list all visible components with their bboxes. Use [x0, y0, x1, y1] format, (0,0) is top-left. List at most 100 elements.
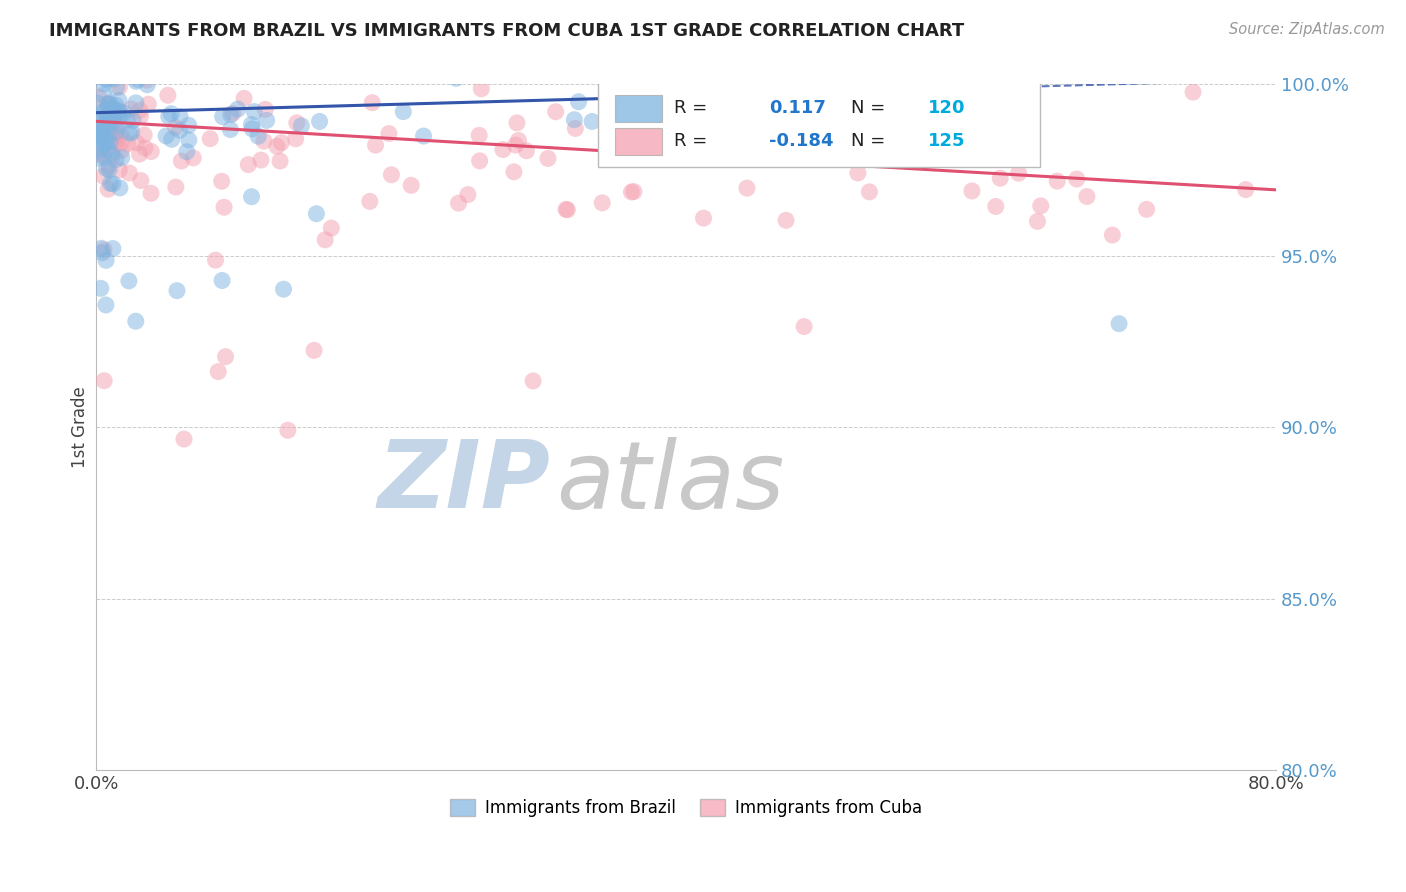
Point [94, 72, 117, 87]
Point [97, 67, 120, 81]
Point [94, 298, 117, 312]
Point [240, 118, 263, 132]
Point [170, 154, 193, 169]
Point [284, 132, 307, 146]
Point [775, 213, 797, 227]
Point [243, 104, 266, 119]
Point [755, 67, 778, 81]
Point [91, 139, 114, 153]
Point [100, 117, 122, 131]
Point [457, 187, 479, 202]
Point [281, 67, 304, 81]
Point [105, 120, 128, 134]
Point [86, 147, 108, 161]
Point [122, 113, 145, 128]
Point [165, 180, 187, 194]
Point [214, 350, 236, 364]
Point [127, 72, 149, 87]
Point [219, 122, 242, 136]
Point [90, 121, 112, 136]
Point [378, 127, 401, 141]
Point [1007, 166, 1029, 180]
Point [314, 233, 336, 247]
Point [87, 90, 110, 104]
Point [731, 112, 754, 127]
Point [468, 128, 491, 143]
Point [177, 133, 200, 147]
Point [285, 116, 308, 130]
Point [94, 67, 117, 81]
Point [96, 109, 118, 123]
Point [103, 69, 125, 83]
Point [134, 141, 156, 155]
Point [94, 119, 117, 133]
Point [166, 284, 188, 298]
Point [108, 103, 131, 118]
Point [125, 314, 148, 328]
Point [107, 105, 129, 120]
Point [111, 151, 134, 165]
Point [143, 67, 166, 81]
Y-axis label: 1st Grade: 1st Grade [72, 386, 89, 468]
Point [277, 423, 299, 437]
Point [93, 169, 115, 184]
Text: 125: 125 [928, 132, 966, 150]
Point [724, 108, 747, 122]
Point [219, 108, 242, 122]
Point [269, 154, 291, 169]
Point [911, 151, 934, 165]
Point [93, 150, 115, 164]
Point [169, 110, 191, 124]
Point [139, 186, 162, 201]
Point [98, 162, 121, 177]
Point [591, 195, 613, 210]
Point [128, 147, 150, 161]
Point [250, 153, 273, 167]
Text: R =: R = [675, 132, 707, 150]
Text: IMMIGRANTS FROM BRAZIL VS IMMIGRANTS FROM CUBA 1ST GRADE CORRELATION CHART: IMMIGRANTS FROM BRAZIL VS IMMIGRANTS FRO… [49, 22, 965, 40]
Point [96, 96, 118, 111]
Point [93, 243, 115, 257]
Point [118, 166, 141, 180]
Point [110, 136, 132, 151]
Point [157, 110, 180, 124]
Point [87, 128, 110, 143]
Point [644, 142, 666, 156]
Point [103, 109, 125, 123]
Text: 0.117: 0.117 [769, 99, 825, 118]
Point [105, 80, 128, 95]
Point [111, 143, 134, 157]
Point [858, 185, 880, 199]
Point [988, 171, 1011, 186]
Point [129, 173, 152, 187]
Point [254, 103, 277, 117]
Bar [616, 95, 662, 122]
Point [392, 104, 415, 119]
Point [90, 281, 112, 295]
Point [399, 178, 422, 193]
Point [173, 432, 195, 446]
Point [97, 97, 120, 112]
Point [118, 274, 141, 288]
Point [89, 128, 111, 142]
Point [91, 119, 114, 133]
Point [364, 138, 387, 153]
Point [93, 88, 115, 103]
Point [125, 136, 148, 150]
Point [91, 245, 114, 260]
Point [103, 67, 125, 81]
Point [412, 129, 434, 144]
Point [361, 95, 384, 110]
Point [211, 273, 233, 287]
Point [380, 168, 402, 182]
Point [121, 125, 143, 139]
Point [108, 163, 131, 178]
Point [125, 95, 148, 110]
Point [619, 132, 641, 146]
Text: N =: N = [851, 132, 886, 150]
Point [101, 102, 124, 116]
Point [97, 159, 120, 173]
Point [204, 253, 226, 268]
Point [555, 202, 578, 217]
Point [169, 123, 191, 137]
